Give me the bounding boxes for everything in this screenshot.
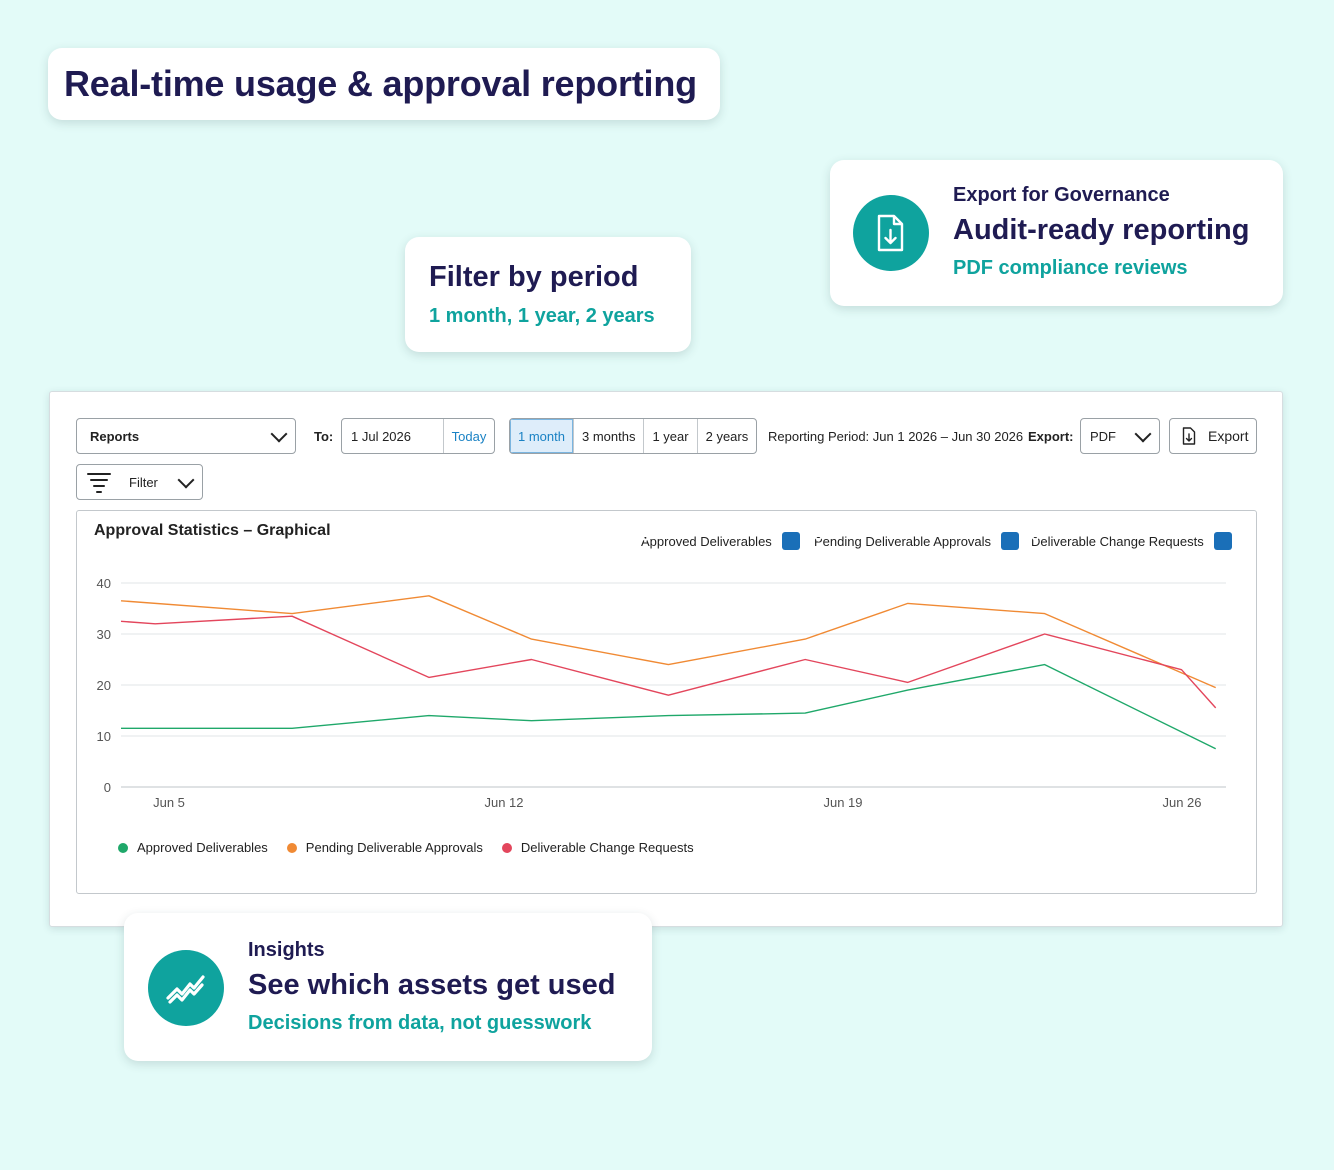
export-format-value: PDF <box>1090 428 1116 444</box>
file-download-icon <box>853 195 929 271</box>
approval-chart: Approval Statistics – Graphical Approved… <box>76 510 1257 894</box>
export-governance-callout: Export for Governance Audit-ready report… <box>830 160 1283 306</box>
insights-callout-eyebrow: Insights <box>248 939 325 961</box>
insights-callout-title: See which assets get used <box>248 969 616 1001</box>
legend-label: Deliverable Change Requests <box>520 840 694 855</box>
export-callout-subtitle: PDF compliance reviews <box>953 257 1188 279</box>
series-toggle-pending[interactable]: Pending Deliverable Approvals <box>814 532 1020 550</box>
export-button-label: Export <box>1208 428 1249 444</box>
report-type-value: Reports <box>90 428 140 444</box>
filter-dropdown[interactable]: Filter <box>76 464 203 500</box>
trend-up-icon <box>148 950 224 1026</box>
period-option-2-years[interactable]: 2 years <box>696 419 757 453</box>
legend-label: Approved Deliverables <box>137 840 268 855</box>
y-tick-label: 20 <box>97 678 111 693</box>
y-tick-label: 0 <box>104 780 111 795</box>
period-segmented-control: 1 month 3 months 1 year 2 years <box>509 418 758 454</box>
x-tick-label: Jun 19 <box>823 795 862 810</box>
checkbox-checked-icon[interactable] <box>641 532 800 550</box>
headline-card: Real-time usage & approval reporting <box>48 48 720 120</box>
checkbox-checked-icon[interactable] <box>1031 532 1232 550</box>
to-date-value: 1 Jul 2026 <box>351 428 411 444</box>
filter-lines-icon <box>87 473 111 493</box>
chart-legend: Approved Deliverables Pending Deliverabl… <box>118 840 713 855</box>
series-toggle-label: Approved Deliverables <box>641 533 772 549</box>
x-tick-label: Jun 26 <box>1162 795 1201 810</box>
reporting-panel: Reports To: 1 Jul 2026 Today 1 month 3 m… <box>49 391 1283 927</box>
y-tick-label: 40 <box>97 576 111 591</box>
period-option-1-month[interactable]: 1 month <box>510 419 573 453</box>
export-button[interactable]: Export <box>1169 418 1257 454</box>
period-option-3-months[interactable]: 3 months <box>572 419 643 453</box>
chart-title: Approval Statistics – Graphical <box>94 522 331 539</box>
export-label: Export: <box>1028 429 1074 444</box>
checkbox-checked-icon[interactable] <box>814 532 1020 550</box>
line-chart-plot: 0 10 20 30 40 Jun 5 Jun 12 Jun 19 Jun 26 <box>97 576 1226 810</box>
to-label: To: <box>314 429 334 444</box>
file-export-icon <box>1182 427 1196 445</box>
legend-item-change-requests: Deliverable Change Requests <box>501 840 694 855</box>
legend-dot <box>118 842 128 853</box>
y-tick-label: 10 <box>97 729 111 744</box>
insights-callout-subtitle: Decisions from data, not guesswork <box>248 1012 592 1034</box>
chevron-down-icon <box>1134 425 1152 443</box>
chevron-down-icon <box>270 425 288 443</box>
filter-callout-title: Filter by period <box>429 261 639 293</box>
legend-dot <box>501 842 512 853</box>
filter-callout-subtitle: 1 month, 1 year, 2 years <box>429 305 655 327</box>
export-callout-title: Audit-ready reporting <box>953 214 1250 246</box>
headline-title: Real-time usage & approval reporting <box>64 63 697 104</box>
series-toggle-change-requests[interactable]: Deliverable Change Requests <box>1031 532 1232 550</box>
filter-period-callout: Filter by period 1 month, 1 year, 2 year… <box>405 237 691 352</box>
series-toggle-approved[interactable]: Approved Deliverables <box>641 532 800 550</box>
export-callout-eyebrow: Export for Governance <box>953 184 1170 206</box>
series-line <box>121 663 1217 750</box>
legend-item-approved: Approved Deliverables <box>118 840 268 855</box>
period-option-1-year[interactable]: 1 year <box>643 419 696 453</box>
report-type-select[interactable]: Reports <box>76 418 296 454</box>
legend-label: Pending Deliverable Approvals <box>305 840 483 855</box>
y-tick-label: 30 <box>97 627 111 642</box>
reporting-period-text: Reporting Period: Jun 1 2026 – Jun 30 20… <box>768 429 1024 444</box>
series-toggle-label: Deliverable Change Requests <box>1031 533 1204 549</box>
series-line <box>120 615 1217 709</box>
legend-item-pending: Pending Deliverable Approvals <box>286 840 483 855</box>
filter-dropdown-label: Filter <box>129 474 158 490</box>
export-format-select[interactable]: PDF <box>1080 418 1160 454</box>
insights-callout: Insights See which assets get used Decis… <box>124 913 652 1061</box>
x-tick-label: Jun 12 <box>484 795 523 810</box>
legend-dot <box>286 842 297 853</box>
to-date-field[interactable]: 1 Jul 2026 Today <box>341 418 495 454</box>
x-tick-label: Jun 5 <box>153 795 185 810</box>
series-line <box>120 595 1216 689</box>
chevron-down-icon <box>177 471 195 489</box>
series-toggle-label: Pending Deliverable Approvals <box>814 533 992 549</box>
today-button[interactable]: Today <box>443 419 494 453</box>
